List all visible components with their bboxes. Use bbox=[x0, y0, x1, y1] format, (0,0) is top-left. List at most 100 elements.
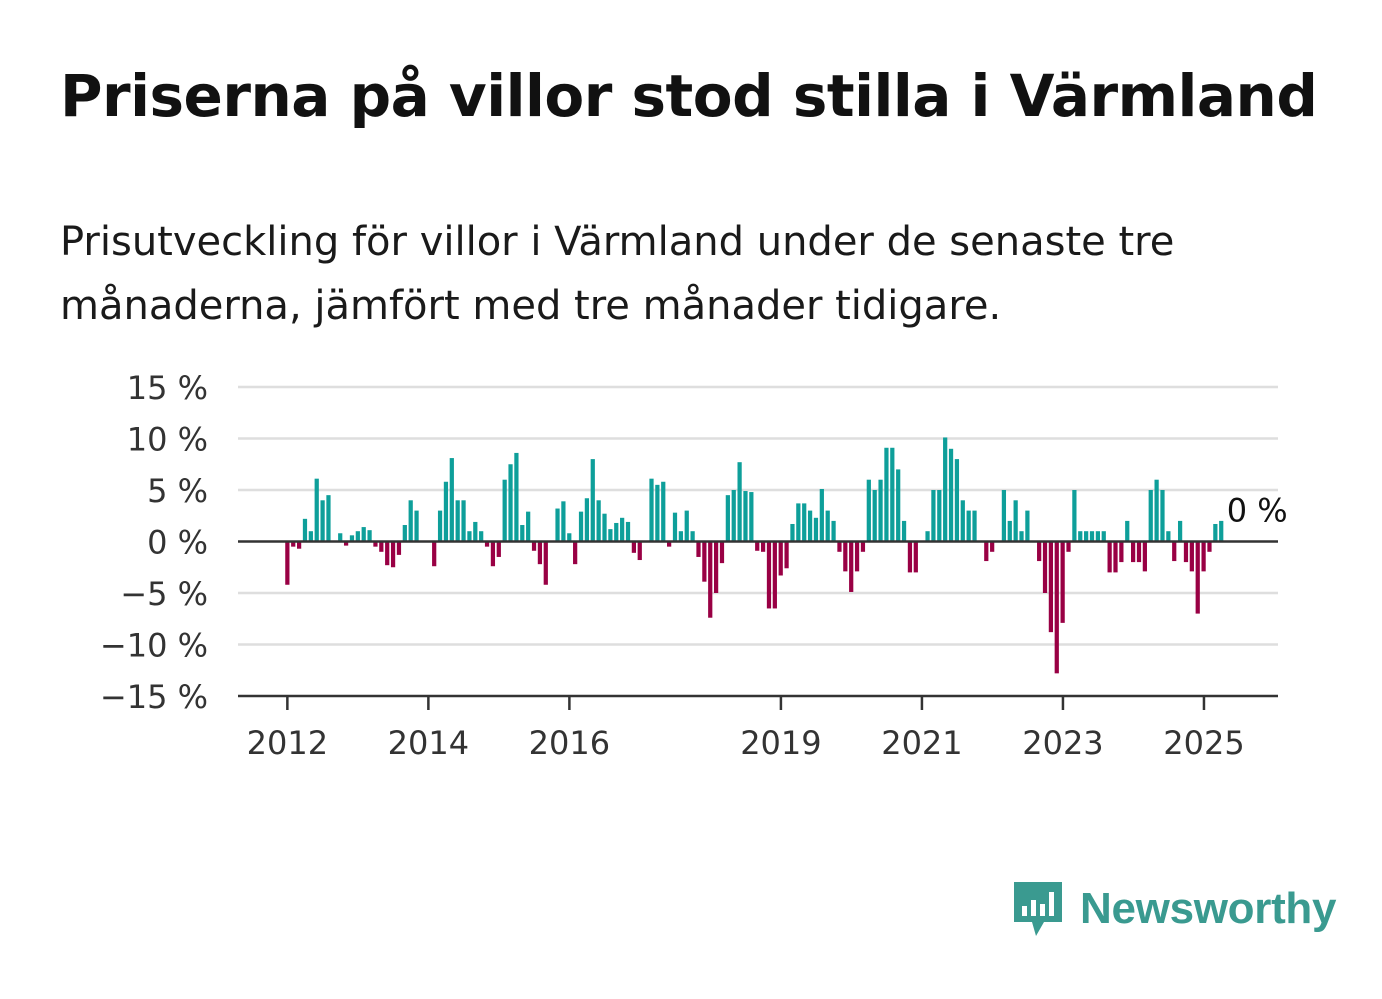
bar bbox=[760, 541, 766, 552]
bar bbox=[1095, 531, 1100, 542]
bar bbox=[502, 479, 507, 542]
bar bbox=[1089, 531, 1095, 542]
bar bbox=[1219, 520, 1224, 542]
bar bbox=[755, 541, 760, 551]
bar bbox=[1113, 541, 1118, 573]
chart-subtitle: Prisutveckling för villor i Värmland und… bbox=[60, 219, 1175, 329]
bar bbox=[854, 541, 860, 572]
bar bbox=[1131, 541, 1136, 563]
bar bbox=[432, 541, 437, 567]
bar bbox=[414, 510, 419, 542]
bar bbox=[737, 462, 742, 542]
bar bbox=[285, 541, 290, 585]
bar bbox=[1189, 541, 1194, 572]
bar bbox=[943, 437, 948, 542]
bar bbox=[849, 541, 854, 592]
bar bbox=[778, 541, 783, 576]
bar bbox=[349, 535, 355, 542]
bar bbox=[972, 510, 977, 542]
bar bbox=[625, 521, 631, 542]
bar bbox=[1136, 541, 1142, 563]
bar bbox=[1207, 541, 1212, 552]
bar bbox=[1054, 541, 1059, 674]
bar bbox=[1154, 479, 1159, 542]
bar bbox=[1125, 520, 1130, 542]
x-tick-label: 2012 bbox=[247, 724, 328, 762]
bar bbox=[343, 541, 349, 546]
bar bbox=[1025, 510, 1030, 542]
bar bbox=[819, 488, 824, 542]
y-tick-label: 15 % bbox=[127, 369, 208, 407]
bar bbox=[901, 520, 907, 542]
bar bbox=[620, 517, 625, 542]
bar bbox=[408, 500, 413, 542]
bar bbox=[531, 541, 537, 551]
bar bbox=[1101, 531, 1106, 542]
bar bbox=[990, 541, 995, 552]
bar bbox=[784, 541, 789, 569]
x-tick-label: 2023 bbox=[1022, 724, 1103, 762]
bar bbox=[1001, 490, 1007, 542]
bar bbox=[725, 495, 730, 542]
bar bbox=[484, 541, 490, 547]
bar bbox=[913, 541, 918, 573]
bar bbox=[1048, 541, 1054, 633]
bar bbox=[948, 448, 954, 542]
bar bbox=[672, 512, 678, 542]
bar bbox=[907, 541, 913, 573]
bar bbox=[467, 531, 472, 542]
bar bbox=[1213, 523, 1218, 542]
last-value-annotation: 0 % bbox=[1227, 492, 1288, 530]
bar bbox=[954, 459, 960, 542]
bar bbox=[578, 511, 584, 542]
bar bbox=[1084, 531, 1089, 542]
bar bbox=[1066, 541, 1071, 552]
bar bbox=[766, 541, 772, 609]
bar bbox=[831, 520, 836, 542]
bar bbox=[872, 490, 877, 542]
bar bbox=[379, 541, 384, 552]
bar bbox=[590, 459, 595, 542]
bar bbox=[807, 510, 813, 542]
bar bbox=[966, 510, 971, 542]
bar bbox=[1142, 541, 1147, 572]
bar bbox=[608, 529, 613, 542]
bar bbox=[584, 498, 590, 542]
bar bbox=[1148, 490, 1153, 542]
bar bbox=[473, 521, 478, 542]
bar bbox=[637, 541, 642, 561]
bar bbox=[678, 531, 683, 542]
bar bbox=[749, 492, 754, 542]
bar bbox=[702, 541, 707, 582]
bar bbox=[602, 513, 607, 542]
bar bbox=[1195, 541, 1200, 614]
bar bbox=[567, 533, 572, 542]
bar bbox=[537, 541, 543, 565]
bar bbox=[338, 533, 343, 542]
bar bbox=[455, 500, 460, 542]
bar bbox=[461, 500, 466, 542]
bar bbox=[937, 490, 942, 542]
bar bbox=[320, 500, 325, 542]
bar bbox=[520, 525, 525, 542]
bar bbox=[713, 541, 719, 593]
bar bbox=[631, 541, 636, 553]
bar bbox=[667, 541, 672, 547]
bar bbox=[402, 525, 407, 542]
bar bbox=[884, 447, 889, 542]
bar bbox=[443, 481, 449, 542]
bar bbox=[385, 541, 390, 566]
bar bbox=[291, 541, 296, 547]
bar bbox=[1078, 531, 1083, 542]
bar bbox=[731, 490, 736, 542]
bar bbox=[960, 500, 965, 542]
bar bbox=[708, 541, 713, 618]
bar bbox=[373, 541, 378, 547]
bar bbox=[1172, 541, 1177, 562]
bar bbox=[543, 541, 548, 585]
newsworthy-logo: Newsworthy bbox=[1010, 878, 1336, 940]
x-axis-labels: 2012 2014 2016 2019 2021 2023 2025 bbox=[247, 724, 1245, 762]
x-tick-label: 2025 bbox=[1163, 724, 1244, 762]
chart-title: Priserna på villor stod stilla i Värmlan… bbox=[60, 62, 1318, 130]
bar bbox=[690, 531, 695, 542]
